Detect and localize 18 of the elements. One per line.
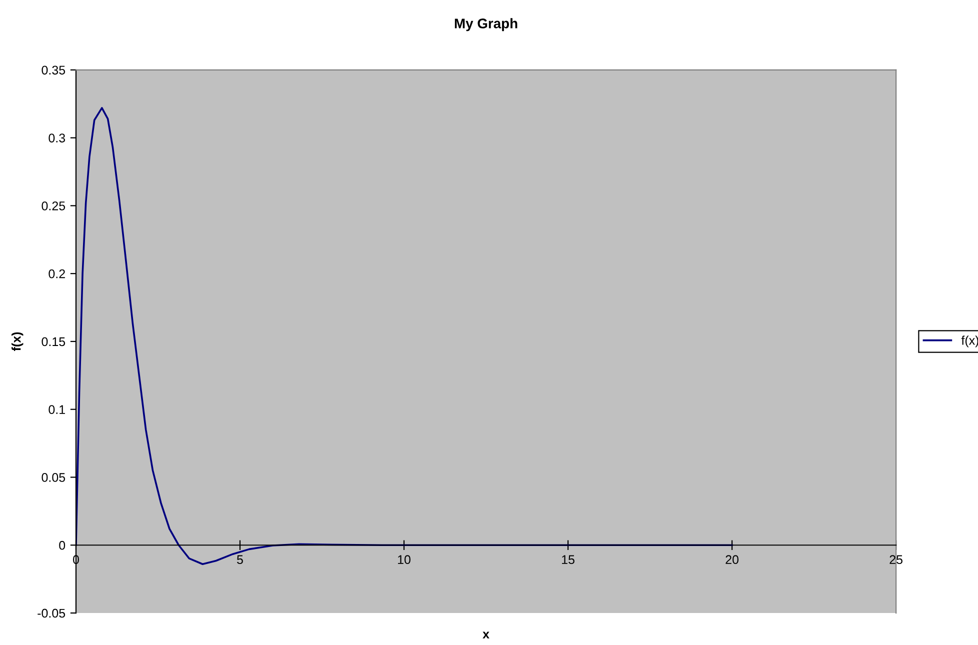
y-tick-label: 0.3 [48,134,66,142]
x-tick-label: 10 [398,555,410,564]
y-tick-label: -0.05 [38,608,66,618]
x-tick-label: 20 [726,555,738,564]
y-tick-label: 0.35 [42,66,66,75]
y-tick-label: 0.2 [48,269,65,278]
y-tick-label: 0.1 [48,405,65,414]
chart-title: My Graph [454,18,518,32]
y-tick-label: 0.25 [42,201,66,210]
x-axis-title: x [482,632,490,638]
y-tick-label: 0 [59,540,66,550]
y-axis-title: f(x) [12,332,24,351]
x-tick-label: 25 [890,555,902,564]
x-tick-label: 5 [237,555,243,564]
x-tick-label: 15 [562,555,574,564]
y-tick-label: 0.15 [42,337,66,346]
legend-label: f(x) [961,336,978,348]
y-tick-label: 0.05 [42,473,66,482]
